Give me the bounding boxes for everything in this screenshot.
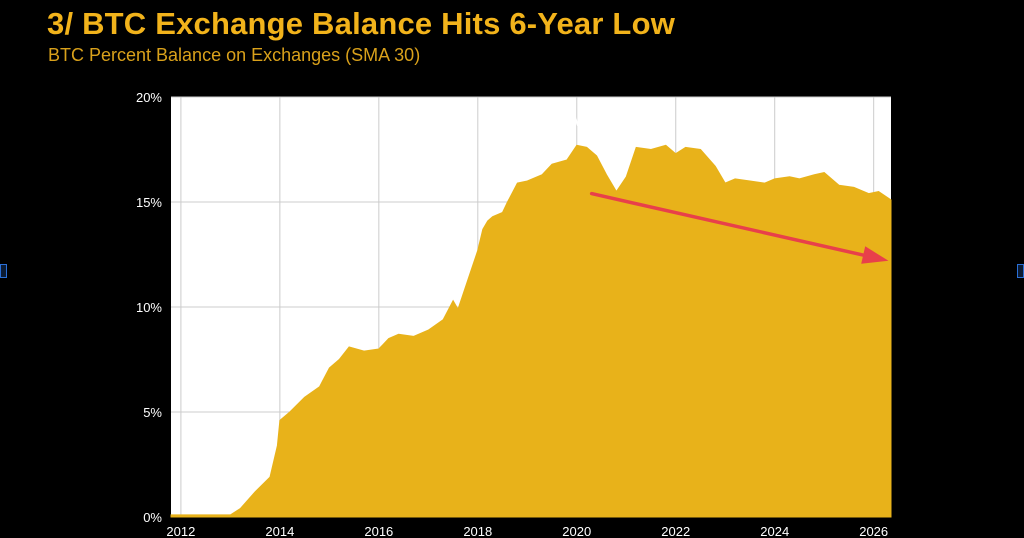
y-tick-label: 5% [143,405,162,420]
left-edge-marker [0,264,7,278]
x-tick-label: 2014 [265,524,294,538]
axis-labels: 2012 2014 2016 2018 2020 2022 2024 2026 0% 5% 10% 1… [136,90,888,538]
x-tick-label: 2024 [760,524,789,538]
trend-arrow-shaft [589,191,865,257]
x-tick-label: 2016 [364,524,393,538]
trend-arrow-head [861,246,889,264]
x-tick-label: 2012 [166,524,195,538]
y-tick-label: 15% [136,195,162,210]
y-tick-label: 10% [136,300,162,315]
covid-peak-annotation: COVID Peak [551,113,638,130]
series-area [170,144,892,518]
y-tick-label: 20% [136,90,162,105]
y-tick-label: 0% [143,510,162,525]
x-tick-label: 2026 [859,524,888,538]
btc-balance-area [170,144,892,518]
x-tick-label: 2022 [661,524,690,538]
x-tick-label: 2018 [463,524,492,538]
x-tick-label: 2020 [562,524,591,538]
chart-title: 3/ BTC Exchange Balance Hits 6-Year Low [47,6,676,41]
chart-subtitle: BTC Percent Balance on Exchanges (SMA 30… [48,45,421,65]
annotations: COVID Peak [551,113,889,264]
